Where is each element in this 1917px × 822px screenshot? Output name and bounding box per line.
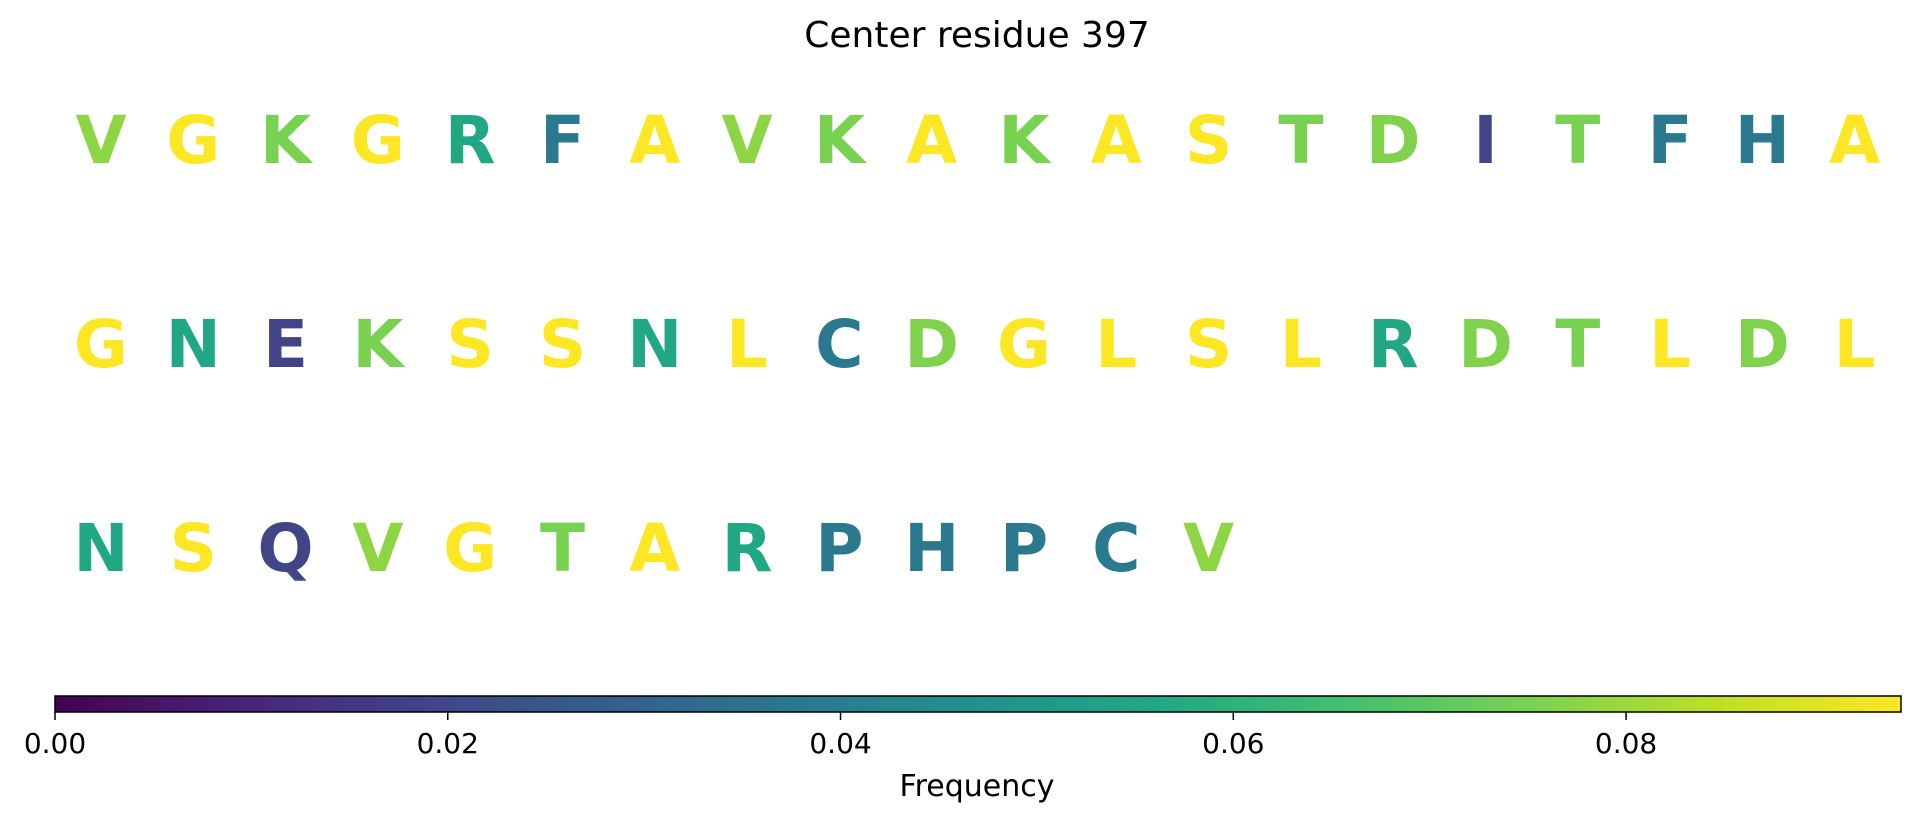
colorbar-tick-label: 0.00 [24,727,86,760]
chart-title: Center residue 397 [804,15,1150,56]
residue-letter: P [815,510,863,587]
colorbar-tick-label: 0.08 [1595,727,1657,760]
colorbar-ticks: 0.00 0.02 0.04 0.06 0.08 [24,712,1657,760]
residue-letter: R [1368,306,1419,383]
residue-letter: K [814,102,868,179]
residue-letter: S [446,306,494,383]
residue-letter: G [997,306,1051,383]
residue-letter: G [443,510,497,587]
residue-letter: I [1473,102,1498,179]
residue-letter: A [906,102,957,179]
residue-letter: A [629,102,680,179]
residue-letter: D [1458,306,1513,383]
residue-letter: N [627,306,682,383]
residue-letter: A [1829,102,1880,179]
colorbar-label: Frequency [900,769,1055,804]
residue-letter: S [1185,102,1233,179]
residue-letter: T [540,510,585,587]
residue-letter: H [904,510,959,587]
residue-letter: V [352,510,403,587]
residue-letter: C [1092,510,1140,587]
residue-letter: T [1555,306,1600,383]
residue-grid: V G K G R F A V K A K A S T D I T F H AG N E K S S N L C D G L S L R D T L D L… [73,102,1880,587]
residue-letter: V [1183,510,1234,587]
residue-letter: R [722,510,773,587]
residue-letter: G [351,102,405,179]
residue-letter: S [1185,306,1233,383]
colorbar-gradient [54,695,1902,713]
residue-letter: H [1735,102,1790,179]
colorbar-tick-label: 0.04 [809,727,871,760]
residue-letter: K [352,306,406,383]
residue-letter: N [166,306,221,383]
residue-letter: L [726,306,768,383]
residue-letter: G [74,306,128,383]
residue-letter: D [1735,306,1790,383]
residue-letter: C [815,306,863,383]
residue-letter: K [260,102,314,179]
residue-letter: A [629,510,680,587]
residue-letter: K [998,102,1052,179]
colorbar: 0.00 0.02 0.04 0.06 0.08 Frequency [24,695,1902,804]
residue-letter: E [263,306,308,383]
residue-letter: A [1091,102,1142,179]
residue-letter: P [1000,510,1048,587]
residue-letter: D [904,306,959,383]
residue-letter: D [1366,102,1421,179]
residue-letter: F [1648,102,1693,179]
residue-letter: F [540,102,585,179]
residue-letter: L [1649,306,1691,383]
residue-letter: T [1555,102,1600,179]
colorbar-tick-label: 0.02 [417,727,479,760]
residue-letter: S [170,510,218,587]
residue-letter: V [75,102,126,179]
residue-letter: L [1834,306,1876,383]
residue-letter: L [1280,306,1322,383]
residue-letter: T [1278,102,1323,179]
residue-letter: S [539,306,587,383]
residue-letter: V [722,102,773,179]
colorbar-tick-label: 0.06 [1202,727,1264,760]
residue-letter: Q [258,510,314,587]
residue-letter: N [73,510,128,587]
residue-letter: G [166,102,220,179]
residue-letter: L [1095,306,1137,383]
residue-letter: R [445,102,496,179]
